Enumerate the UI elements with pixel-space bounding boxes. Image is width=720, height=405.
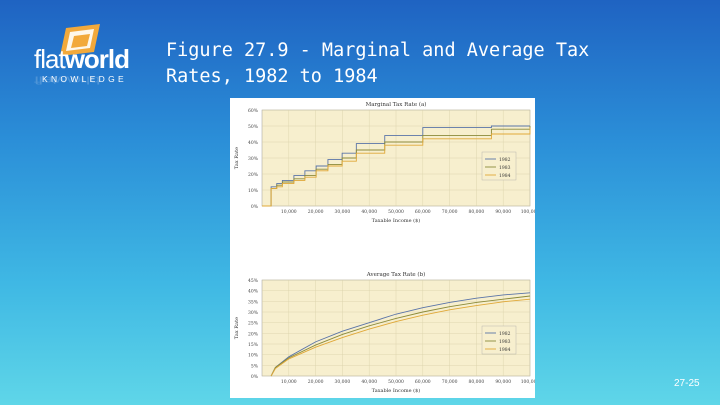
x-tick-label: 50,000 [388, 209, 404, 215]
x-tick-label: 80,000 [469, 209, 485, 215]
y-tick-label: 50% [248, 124, 259, 130]
legend-label-1984: 1984 [499, 173, 511, 179]
x-tick-label: 90,000 [495, 379, 511, 385]
y-tick-label: 45% [248, 278, 259, 284]
x-tick-label: 60,000 [415, 209, 431, 215]
x-tick-label: 100,000 [521, 209, 535, 215]
y-axis-label: Tax Rate [234, 317, 240, 339]
legend-label-1983: 1983 [499, 165, 511, 171]
x-axis-label: Taxable Income ($) [372, 217, 421, 224]
x-tick-label: 90,000 [495, 209, 511, 215]
y-tick-label: 0% [251, 204, 259, 210]
y-tick-label: 30% [248, 156, 259, 162]
y-tick-label: 20% [248, 172, 259, 178]
y-tick-label: 0% [251, 374, 259, 380]
y-tick-label: 35% [248, 299, 259, 305]
x-axis-label: Taxable Income ($) [372, 387, 421, 394]
chart-title: Average Tax Rate (b) [366, 271, 426, 278]
y-tick-label: 20% [248, 331, 259, 337]
chart-title: Marginal Tax Rate (a) [366, 101, 427, 108]
x-tick-label: 30,000 [335, 209, 351, 215]
legend-label-1982: 1982 [499, 157, 511, 163]
x-tick-label: 70,000 [442, 379, 458, 385]
y-tick-label: 40% [248, 289, 259, 295]
book-icon [60, 24, 100, 56]
x-tick-label: 80,000 [469, 379, 485, 385]
series-line-1982 [262, 125, 530, 207]
y-tick-label: 25% [248, 321, 259, 327]
logo-reflection: flatworld [34, 73, 100, 86]
x-tick-label: 100,000 [521, 379, 535, 385]
y-axis-label: Tax Rate [234, 147, 240, 169]
legend-label-1984: 1984 [499, 347, 511, 353]
y-tick-label: 10% [248, 188, 259, 194]
logo-wordmark: flatworld [34, 44, 130, 74]
legend-label-1983: 1983 [499, 339, 511, 345]
x-tick-label: 20,000 [308, 209, 324, 215]
x-tick-label: 20,000 [308, 379, 324, 385]
slide-title: Figure 27.9 - Marginal and Average Tax R… [166, 40, 590, 87]
y-tick-label: 60% [248, 108, 259, 114]
y-tick-label: 15% [248, 342, 259, 348]
logo-subtitle: KNOWLEDGE [42, 74, 127, 84]
legend-label-1982: 1982 [499, 331, 511, 337]
y-tick-label: 30% [248, 310, 259, 316]
y-tick-label: 5% [251, 363, 259, 369]
x-tick-label: 50,000 [388, 379, 404, 385]
series-line-1984 [270, 298, 531, 377]
y-tick-label: 10% [248, 353, 259, 359]
slide-number: 27-25 [674, 378, 700, 389]
series-line-1983 [270, 295, 531, 377]
charts-svg: Marginal Tax Rate (a) 0% 10% 20% 30% 40% 50% 60… [234, 101, 535, 394]
x-tick-label: 60,000 [415, 379, 431, 385]
x-tick-label: 40,000 [361, 209, 377, 215]
x-tick-label: 10,000 [281, 379, 297, 385]
y-tick-label: 40% [248, 140, 259, 146]
x-tick-label: 40,000 [361, 379, 377, 385]
x-tick-label: 10,000 [281, 209, 297, 215]
figure-panel: Marginal Tax Rate (a) 0% 10% 20% 30% 40% 50% 60… [230, 98, 535, 398]
x-tick-label: 30,000 [335, 379, 351, 385]
series-line-1982 [270, 292, 531, 377]
x-tick-label: 70,000 [442, 209, 458, 215]
series-line-1984 [262, 127, 531, 207]
flatworld-logo [60, 24, 100, 56]
